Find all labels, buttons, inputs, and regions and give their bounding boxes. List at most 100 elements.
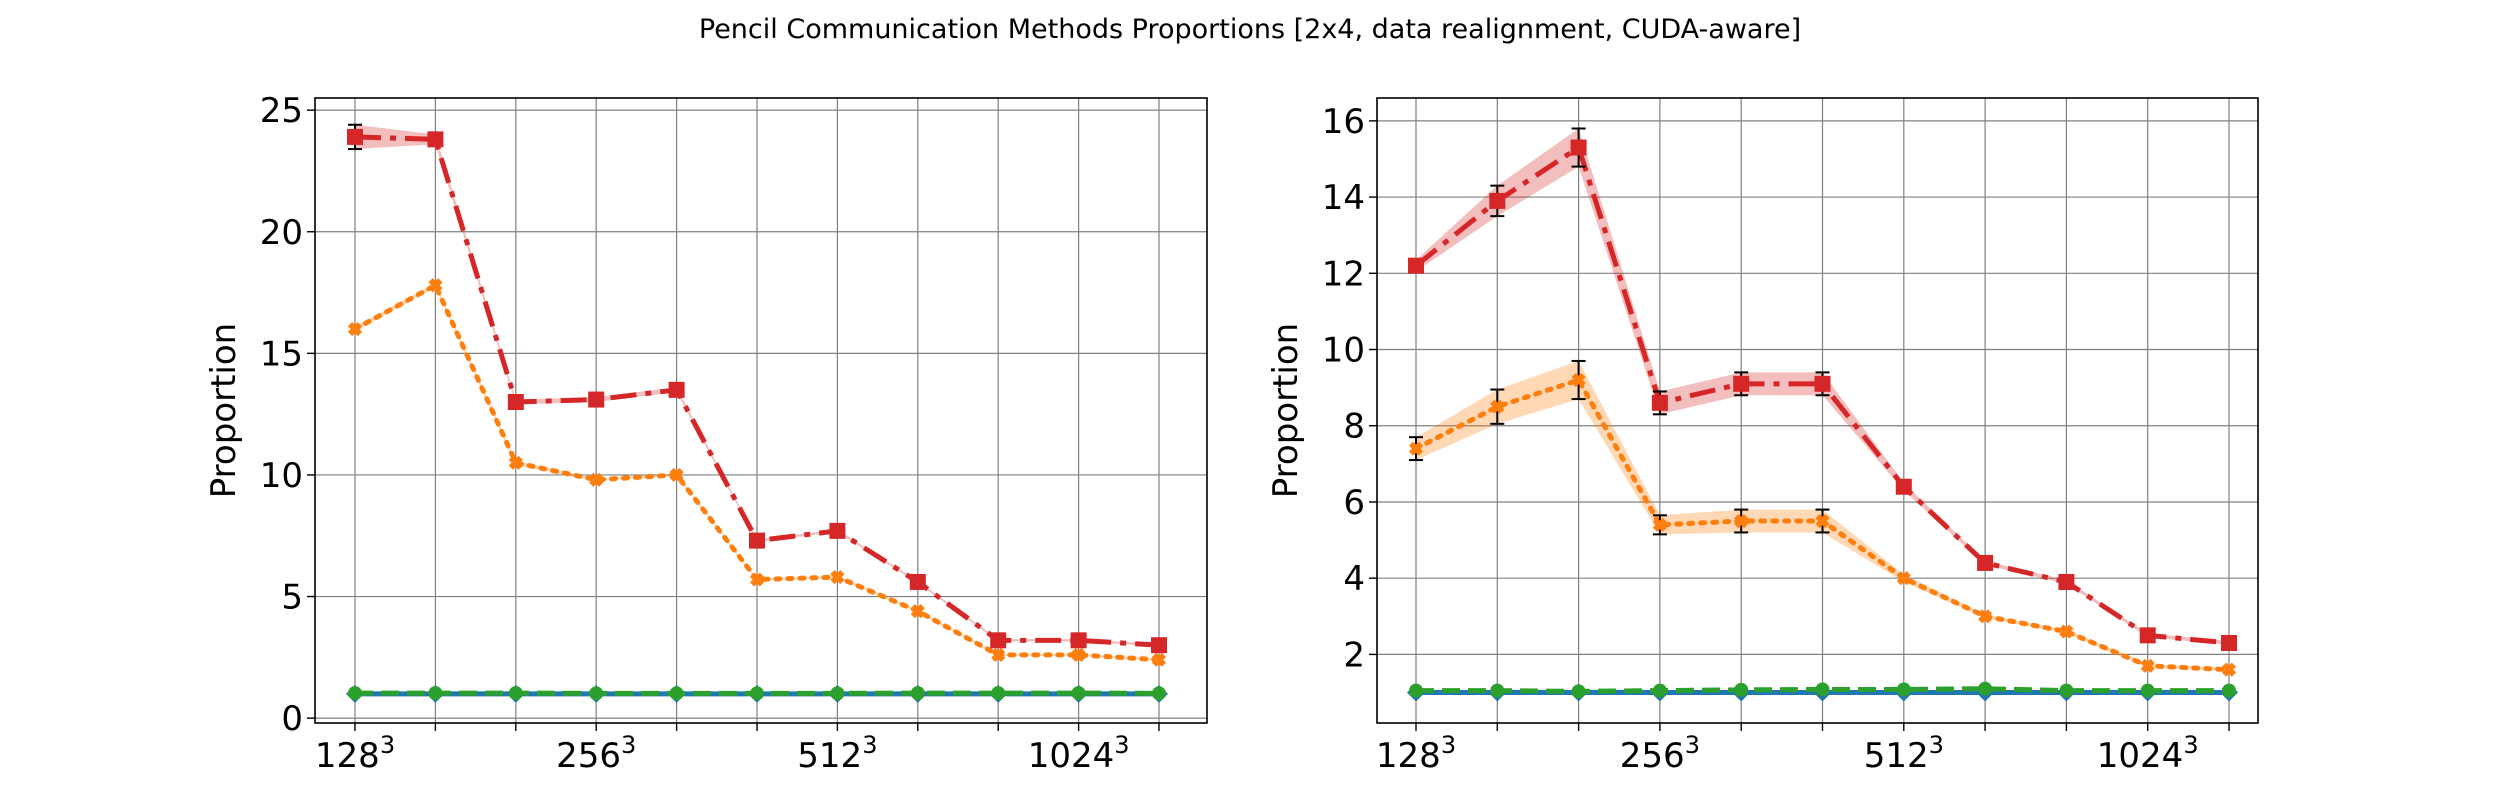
left-ytick-label: 10 <box>260 456 303 496</box>
right-point-red <box>1408 257 1424 274</box>
left-grid <box>315 98 1207 723</box>
right-point-red <box>1895 478 1912 495</box>
left-point-red <box>749 532 765 549</box>
right-ytick-label: 16 <box>1322 102 1365 142</box>
right-ytick-label: 10 <box>1322 331 1365 371</box>
left-point-green <box>1152 686 1166 701</box>
right-point-red <box>1651 394 1668 411</box>
left-point-red <box>668 381 685 398</box>
right-point-red <box>2221 634 2237 651</box>
right-point-orange <box>1408 441 1424 456</box>
left-point-orange <box>991 647 1006 662</box>
left-point-orange <box>910 604 925 619</box>
left-ytick-label: 20 <box>260 213 303 253</box>
right-point-orange <box>1490 399 1505 414</box>
left-point-green <box>1071 686 1086 701</box>
left-axes-frame <box>314 97 1208 724</box>
right-point-orange <box>2140 658 2155 673</box>
right-point-red <box>1489 192 1506 209</box>
right-point-red <box>2139 627 2156 644</box>
right-point-red <box>1977 554 1994 571</box>
left-ytick-label: 0 <box>281 699 303 739</box>
right-plot-area <box>1407 127 2238 702</box>
left-point-green <box>991 686 1006 701</box>
right-point-green <box>2140 683 2155 698</box>
right-series-green <box>1409 681 2236 699</box>
left-point-green <box>750 686 764 701</box>
right-ytick-label: 6 <box>1343 483 1365 523</box>
left-point-orange <box>1071 647 1086 662</box>
left-point-red <box>909 573 926 590</box>
left-point-orange <box>428 278 443 293</box>
right-point-orange <box>2059 624 2074 639</box>
left-point-red <box>829 522 846 539</box>
left-series-green <box>348 686 1166 701</box>
right-point-orange <box>2221 662 2237 677</box>
right-ytick-label: 12 <box>1322 254 1365 294</box>
left-series-red <box>347 123 1167 654</box>
right-point-red <box>1814 375 1831 392</box>
left-point-orange <box>1151 652 1167 667</box>
chart-left: 0 5 10 15 20 25 1283 2563 5123 10243 Proportion <box>204 91 1208 776</box>
right-xtick-label: 2563 <box>1620 731 1700 776</box>
left-point-orange <box>830 570 845 585</box>
left-point-orange <box>508 455 523 470</box>
figure-title: Pencil Communication Methods Proportions… <box>698 14 1802 45</box>
right-point-red <box>1570 139 1587 156</box>
right-xtick-label: 1283 <box>1376 731 1456 776</box>
right-xtick-label: 10243 <box>2097 731 2199 776</box>
left-point-red <box>1151 637 1167 654</box>
left-plot-area <box>346 123 1168 703</box>
right-line-red <box>1414 145 2230 646</box>
left-point-red <box>507 393 524 410</box>
right-point-orange <box>1815 513 1830 529</box>
right-point-orange <box>1652 517 1667 532</box>
left-point-red <box>1070 632 1087 649</box>
right-point-orange <box>1978 609 1993 624</box>
right-point-orange <box>1896 571 1911 586</box>
left-ytick-label: 15 <box>260 334 303 374</box>
left-point-red <box>427 131 444 148</box>
left-ytick-label: 25 <box>260 91 303 131</box>
left-point-orange <box>669 467 684 483</box>
left-point-orange <box>749 572 765 587</box>
left-xtick-label: 2563 <box>556 731 636 776</box>
right-point-green <box>1490 683 1505 698</box>
right-point-orange <box>1734 513 1749 529</box>
left-point-green <box>428 686 443 701</box>
right-point-red <box>2058 573 2075 590</box>
right-point-green <box>2059 683 2074 698</box>
left-point-red <box>588 391 605 408</box>
left-xtick-label: 5123 <box>797 731 877 776</box>
right-xtick-label: 5123 <box>1864 731 1944 776</box>
right-ytick-label: 4 <box>1343 559 1365 599</box>
right-ytick-label: 14 <box>1322 178 1365 218</box>
left-ytick-label: 5 <box>281 578 303 618</box>
left-xtick-label: 1283 <box>315 731 395 776</box>
right-point-green <box>1652 683 1667 698</box>
right-point-green <box>1409 683 1423 698</box>
left-point-red <box>990 632 1007 649</box>
right-point-green <box>1815 682 1830 697</box>
right-point-green <box>1734 682 1749 697</box>
left-point-green <box>508 686 523 701</box>
right-point-green <box>2222 683 2236 698</box>
right-point-green <box>1978 681 1993 696</box>
left-point-red <box>347 128 363 145</box>
right-series-red <box>1408 127 2237 651</box>
right-point-orange <box>1571 372 1586 388</box>
chart-right: 2 4 6 8 10 12 14 16 1283 2563 5123 10243 Proportion <box>1266 97 2259 776</box>
left-point-green <box>669 686 684 701</box>
right-ytick-label: 8 <box>1343 407 1365 447</box>
left-point-green <box>830 686 845 701</box>
left-point-green <box>910 686 925 701</box>
right-point-green <box>1896 682 1911 697</box>
right-y-axis-label: Proportion <box>1266 323 1306 498</box>
left-point-orange <box>347 321 363 337</box>
left-y-axis-label: Proportion <box>204 323 244 498</box>
left-series-orange <box>347 278 1167 667</box>
left-point-orange <box>589 472 604 487</box>
right-point-green <box>1571 684 1586 699</box>
left-xtick-label: 10243 <box>1028 731 1130 776</box>
